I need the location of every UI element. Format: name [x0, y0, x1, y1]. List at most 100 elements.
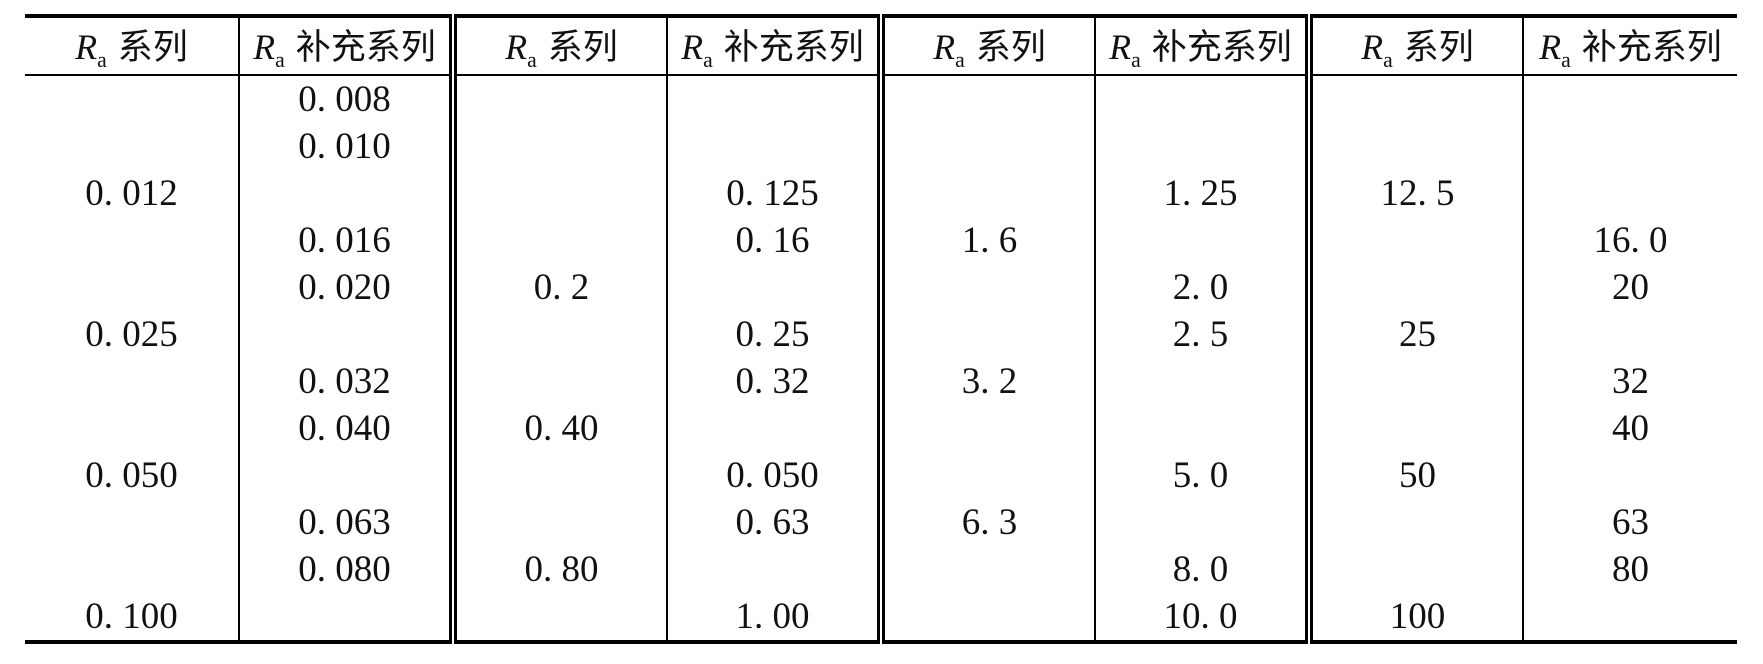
- column-header: Ra 系列: [881, 16, 1096, 76]
- header-label: 系列: [547, 28, 618, 67]
- value-cell: 0. 025: [25, 311, 240, 358]
- table-row: 0. 080 0. 80 8. 0 80: [25, 546, 1737, 593]
- value-cell: 0. 016: [239, 217, 457, 264]
- value-cell: [239, 452, 457, 499]
- value-cell: [1095, 358, 1313, 405]
- value-cell: 3. 2: [881, 358, 1096, 405]
- value-cell: [25, 405, 240, 452]
- value-cell: 100: [1309, 593, 1524, 642]
- value-cell: [1095, 75, 1313, 123]
- table-row: 0. 020 0. 2 2. 0 20: [25, 264, 1737, 311]
- value-cell: 50: [1309, 452, 1524, 499]
- value-cell: [453, 123, 668, 170]
- value-cell: 0. 020: [239, 264, 457, 311]
- value-cell: 2. 0: [1095, 264, 1313, 311]
- value-cell: [1095, 499, 1313, 546]
- value-cell: 0. 100: [25, 593, 240, 642]
- value-cell: 16. 0: [1593, 220, 1668, 261]
- value-cell: [453, 593, 668, 642]
- ra-symbol: R: [75, 27, 98, 67]
- value-cell: [453, 499, 668, 546]
- value-cell: [1309, 217, 1524, 264]
- ra-symbol: R: [253, 27, 276, 67]
- value-cell: [881, 593, 1096, 642]
- value-cell: [453, 452, 668, 499]
- value-cell: [1309, 499, 1524, 546]
- ra-roughness-series-table: Ra 系列 Ra 补充系列 Ra 系列 Ra 补充系列 Ra 系列 Ra 补充系列 Ra 系列 Ra 补充系列…: [25, 14, 1737, 644]
- table-header: Ra 系列 Ra 补充系列 Ra 系列 Ra 补充系列 Ra 系列 Ra 补充系列 Ra 系列 Ra 补充系列: [25, 16, 1737, 76]
- table-body: 0. 008 0. 010 0. 012 0. 125 1. 25 12. 5 0. 016…: [25, 75, 1737, 642]
- table-row: 0. 010: [25, 123, 1737, 170]
- value-cell: 0. 012: [25, 170, 240, 217]
- value-cell: [881, 75, 1096, 123]
- value-cell: [881, 546, 1096, 593]
- ra-symbol: R: [1109, 27, 1132, 67]
- column-header: Ra 补充系列: [1095, 16, 1313, 76]
- value-cell: [881, 170, 1096, 217]
- value-cell: 8. 0: [1095, 546, 1313, 593]
- value-cell: [1309, 358, 1524, 405]
- value-cell: [239, 311, 457, 358]
- value-cell: [1523, 75, 1737, 123]
- header-label: 补充系列: [295, 28, 436, 67]
- value-cell: 0. 63: [667, 499, 885, 546]
- value-cell: [1523, 452, 1737, 499]
- value-cell: [1095, 123, 1313, 170]
- table-row: 0. 012 0. 125 1. 25 12. 5: [25, 170, 1737, 217]
- header-label: 补充系列: [1581, 28, 1722, 67]
- value-cell: 80: [1612, 549, 1649, 590]
- value-cell: [667, 405, 885, 452]
- value-cell: [453, 170, 668, 217]
- value-cell: 0. 010: [239, 123, 457, 170]
- value-cell: 1. 00: [667, 593, 885, 642]
- value-cell: 1. 25: [1095, 170, 1313, 217]
- value-cell: 0. 008: [239, 75, 457, 123]
- value-cell: [881, 264, 1096, 311]
- value-cell: [881, 452, 1096, 499]
- value-cell: 20: [1612, 267, 1649, 308]
- value-cell: [1309, 546, 1524, 593]
- ra-subscript: a: [275, 48, 285, 72]
- value-cell: [1309, 405, 1524, 452]
- ra-symbol: R: [1539, 27, 1562, 67]
- value-cell: [25, 264, 240, 311]
- value-cell: 0. 050: [667, 452, 885, 499]
- value-cell: [25, 499, 240, 546]
- value-cell: [239, 593, 457, 642]
- column-header: Ra 系列: [453, 16, 668, 76]
- value-cell: 0. 063: [239, 499, 457, 546]
- column-header: Ra 补充系列: [667, 16, 885, 76]
- value-cell: [25, 358, 240, 405]
- value-cell: 0. 80: [453, 546, 668, 593]
- header-row: Ra 系列 Ra 补充系列 Ra 系列 Ra 补充系列 Ra 系列 Ra 补充系列 Ra 系列 Ra 补充系列: [25, 16, 1737, 76]
- value-cell: [453, 358, 668, 405]
- value-cell: [453, 217, 668, 264]
- value-cell: 0. 050: [25, 452, 240, 499]
- column-header: Ra 系列: [25, 16, 240, 76]
- table-row: 0. 050 0. 050 5. 0 50: [25, 452, 1737, 499]
- column-header: Ra 补充系列: [1523, 16, 1737, 76]
- value-cell: [881, 123, 1096, 170]
- ra-subscript: a: [955, 48, 965, 72]
- column-header: Ra 补充系列: [239, 16, 457, 76]
- table-row: 0. 032 0. 32 3. 2 32: [25, 358, 1737, 405]
- value-cell: [1095, 405, 1313, 452]
- header-label: 系列: [975, 28, 1046, 67]
- value-cell: [1523, 593, 1737, 642]
- value-cell: 0. 25: [667, 311, 885, 358]
- table-row: 0. 100 1. 00 10. 0 100: [25, 593, 1737, 642]
- value-cell: [881, 405, 1096, 452]
- ra-subscript: a: [527, 48, 537, 72]
- value-cell: [25, 546, 240, 593]
- value-cell: 0. 032: [239, 358, 457, 405]
- table-row: 0. 008: [25, 75, 1737, 123]
- value-cell: [25, 123, 240, 170]
- ra-subscript: a: [1561, 48, 1571, 72]
- ra-symbol: R: [933, 27, 956, 67]
- ra-subscript: a: [1131, 48, 1141, 72]
- value-cell: 0. 125: [667, 170, 885, 217]
- table-row: 0. 063 0. 63 6. 3 63: [25, 499, 1737, 546]
- value-cell: 0. 16: [667, 217, 885, 264]
- value-cell: [881, 311, 1096, 358]
